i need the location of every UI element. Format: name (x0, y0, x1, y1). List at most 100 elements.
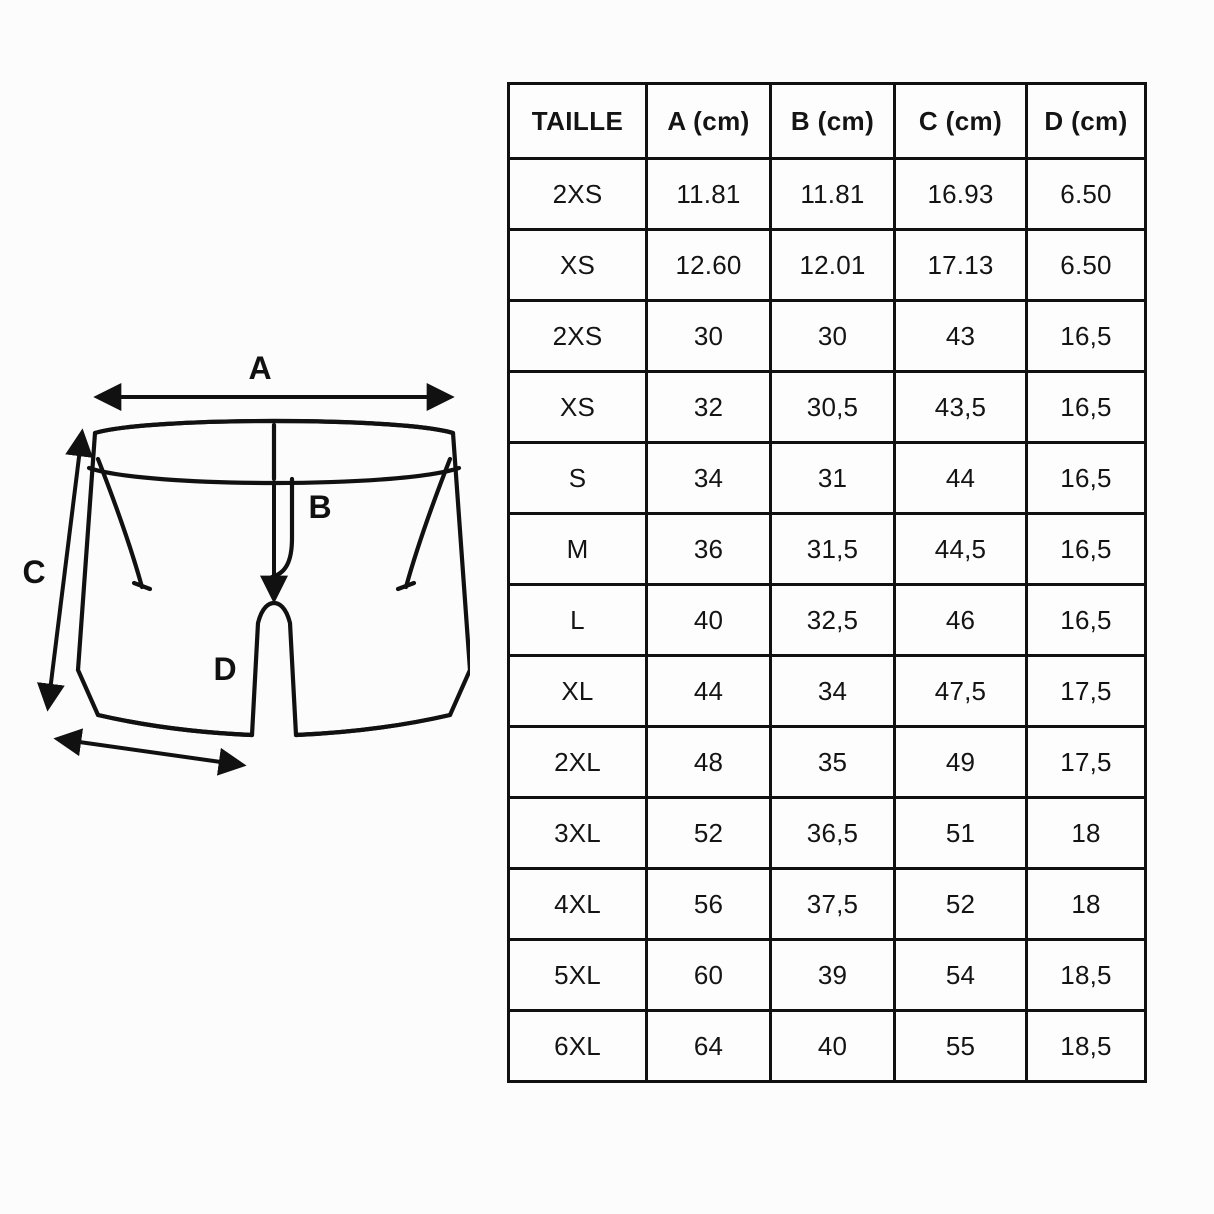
measurement-a-cell: 44 (645, 654, 772, 728)
measure-arrow-d (53, 728, 247, 776)
measurement-d-cell: 16,5 (1025, 583, 1147, 657)
table-row: S 34 31 44 16,5 (507, 441, 1147, 515)
measurement-d-cell: 6.50 (1025, 228, 1147, 302)
column-header-d: D (cm) (1025, 82, 1147, 160)
measurement-b-cell: 11.81 (769, 157, 896, 231)
measurement-d-cell: 16,5 (1025, 441, 1147, 515)
size-cell: 4XL (507, 867, 648, 941)
measurement-b-cell: 12.01 (769, 228, 896, 302)
measurement-d-cell: 16,5 (1025, 370, 1147, 444)
measure-arrow-c (36, 428, 94, 712)
right-pocket-line (403, 456, 453, 590)
measurement-c-cell: 44,5 (893, 512, 1028, 586)
measurement-b-cell: 36,5 (769, 796, 896, 870)
table-row: XS 12.60 12.01 17.13 6.50 (507, 228, 1147, 302)
measurement-a-cell: 12.60 (645, 228, 772, 302)
measurement-d-cell: 6.50 (1025, 157, 1147, 231)
measurement-a-cell: 34 (645, 441, 772, 515)
measurement-d-cell: 16,5 (1025, 512, 1147, 586)
diagram-label-d: D (213, 651, 236, 687)
table-row: 3XL 52 36,5 51 18 (507, 796, 1147, 870)
measurement-d-cell: 17,5 (1025, 654, 1147, 728)
table-row: M 36 31,5 44,5 16,5 (507, 512, 1147, 586)
table-row: 5XL 60 39 54 18,5 (507, 938, 1147, 1012)
measurement-d-cell: 17,5 (1025, 725, 1147, 799)
waistband-top-curve (92, 418, 456, 436)
left-pocket-bartack (131, 580, 153, 592)
measurement-b-cell: 31,5 (769, 512, 896, 586)
size-cell: 6XL (507, 1009, 648, 1083)
measurement-a-cell: 64 (645, 1009, 772, 1083)
size-cell: 2XS (507, 157, 648, 231)
measurement-c-cell: 16.93 (893, 157, 1028, 231)
diagram-label-c: C (22, 554, 45, 590)
measurement-b-cell: 37,5 (769, 867, 896, 941)
size-cell: 3XL (507, 796, 648, 870)
measurement-a-cell: 48 (645, 725, 772, 799)
measurement-a-cell: 32 (645, 370, 772, 444)
size-chart-table: TAILLE A (cm) B (cm) C (cm) D (cm) 2XS 11… (507, 82, 1147, 1083)
measurement-c-cell: 47,5 (893, 654, 1028, 728)
measurement-b-cell: 39 (769, 938, 896, 1012)
table-header-row: TAILLE A (cm) B (cm) C (cm) D (cm) (507, 82, 1147, 160)
measurement-c-cell: 49 (893, 725, 1028, 799)
measurement-b-cell: 30,5 (769, 370, 896, 444)
measurement-a-cell: 40 (645, 583, 772, 657)
size-cell: 5XL (507, 938, 648, 1012)
column-header-a: A (cm) (645, 82, 772, 160)
table-row: 4XL 56 37,5 52 18 (507, 867, 1147, 941)
table-row: 2XL 48 35 49 17,5 (507, 725, 1147, 799)
measurement-a-cell: 11.81 (645, 157, 772, 231)
size-table-panel: TAILLE A (cm) B (cm) C (cm) D (cm) 2XS 11… (507, 82, 1147, 1083)
size-cell: S (507, 441, 648, 515)
table-row: 6XL 64 40 55 18,5 (507, 1009, 1147, 1083)
table-row: 2XS 30 30 43 16,5 (507, 299, 1147, 373)
measurement-d-cell: 18 (1025, 867, 1147, 941)
diagram-label-a: A (248, 355, 271, 386)
measurement-a-cell: 30 (645, 299, 772, 373)
measurement-b-cell: 34 (769, 654, 896, 728)
measurement-c-cell: 17.13 (893, 228, 1028, 302)
size-cell: XS (507, 228, 648, 302)
shorts-diagram-panel: A B C D (0, 0, 490, 1214)
table-row: L 40 32,5 46 16,5 (507, 583, 1147, 657)
measurement-c-cell: 43 (893, 299, 1028, 373)
size-cell: 2XL (507, 725, 648, 799)
table-row: XS 32 30,5 43,5 16,5 (507, 370, 1147, 444)
measurement-a-cell: 52 (645, 796, 772, 870)
measurement-b-cell: 30 (769, 299, 896, 373)
measurement-d-cell: 18 (1025, 796, 1147, 870)
measurement-d-cell: 16,5 (1025, 299, 1147, 373)
shorts-technical-drawing: A B C D (22, 355, 470, 776)
measurement-d-cell: 18,5 (1025, 1009, 1147, 1083)
measurement-b-cell: 40 (769, 1009, 896, 1083)
size-cell: XS (507, 370, 648, 444)
measurement-b-cell: 31 (769, 441, 896, 515)
measurement-d-cell: 18,5 (1025, 938, 1147, 1012)
column-header-b: B (cm) (769, 82, 896, 160)
table-row: XL 44 34 47,5 17,5 (507, 654, 1147, 728)
measurement-a-cell: 36 (645, 512, 772, 586)
column-header-c: C (cm) (893, 82, 1028, 160)
measurement-c-cell: 55 (893, 1009, 1028, 1083)
size-cell: L (507, 583, 648, 657)
measurement-c-cell: 54 (893, 938, 1028, 1012)
table-body: 2XS 11.81 11.81 16.93 6.50 XS 12.60 12.01 17.13 6… (507, 157, 1147, 1083)
fly-stitch-line (269, 476, 295, 580)
size-cell: M (507, 512, 648, 586)
left-hem-line (95, 712, 255, 738)
measurement-c-cell: 52 (893, 867, 1028, 941)
left-pocket-line (95, 456, 145, 590)
column-header-taille: TAILLE (507, 82, 648, 160)
table-row: 2XS 11.81 11.81 16.93 6.50 (507, 157, 1147, 231)
measurement-a-cell: 60 (645, 938, 772, 1012)
size-cell: 2XS (507, 299, 648, 373)
size-cell: XL (507, 654, 648, 728)
measurement-c-cell: 43,5 (893, 370, 1028, 444)
measurement-b-cell: 32,5 (769, 583, 896, 657)
measurement-c-cell: 44 (893, 441, 1028, 515)
right-pocket-bartack (395, 580, 417, 592)
measurement-a-cell: 56 (645, 867, 772, 941)
measurement-c-cell: 51 (893, 796, 1028, 870)
